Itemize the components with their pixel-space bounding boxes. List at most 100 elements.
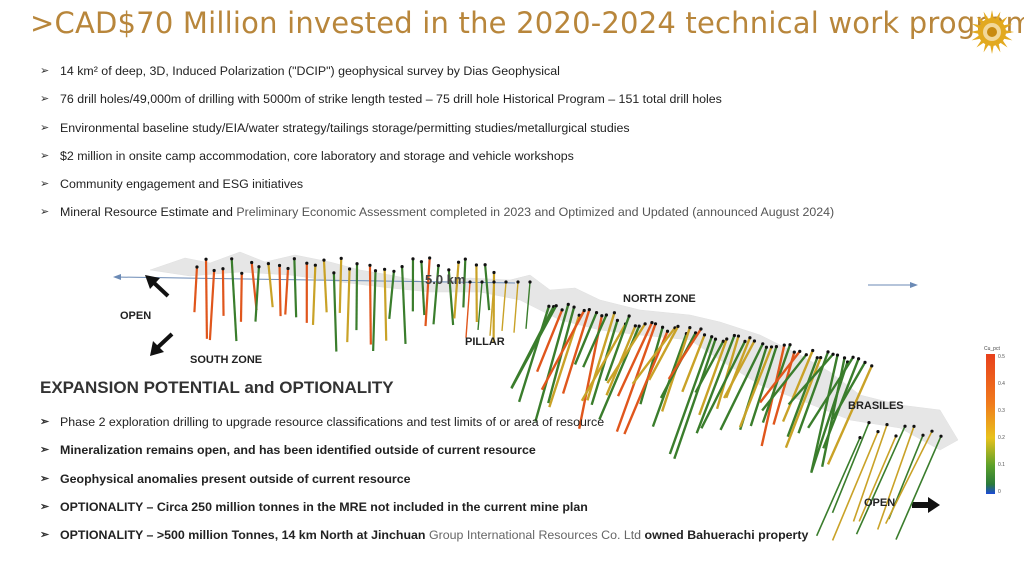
- drill-collar-point: [792, 350, 796, 354]
- drill-hole-trace: [831, 361, 867, 420]
- drill-hole-trace: [681, 334, 706, 393]
- drill-hole-trace: [876, 426, 915, 530]
- drill-collar-point: [492, 270, 496, 275]
- drill-collar-point: [732, 333, 736, 338]
- drill-hole-trace: [738, 346, 773, 428]
- drill-collar-point: [858, 436, 862, 440]
- bullet-item: ➢ 14 km² of deep, 3D, Induced Polarizatio…: [40, 62, 940, 90]
- expansion-bullet-text: Mineralization remains open, and has bee…: [60, 443, 536, 458]
- logo-ray: [971, 35, 981, 41]
- drill-collar-point: [769, 345, 774, 349]
- drill-hole-trace: [895, 435, 942, 540]
- drill-hole-trace: [810, 354, 839, 472]
- drill-section-illustration: [113, 251, 959, 541]
- drill-hole-trace: [383, 269, 388, 341]
- drill-hole-trace: [852, 424, 888, 522]
- drill-collar-point: [221, 267, 225, 271]
- open-northwest-arrow-icon: [145, 275, 170, 298]
- drill-hole-trace: [400, 266, 407, 345]
- drill-collar-point: [811, 348, 815, 353]
- drill-collar-point: [939, 434, 943, 438]
- logo-ray: [983, 43, 989, 53]
- drill-hole-trace: [332, 272, 338, 352]
- drill-hole-trace: [534, 304, 570, 422]
- drill-collar-point: [863, 360, 867, 364]
- drill-hole-trace: [484, 264, 491, 311]
- drill-collar-point: [903, 424, 907, 428]
- logo-ray: [983, 11, 989, 21]
- drill-collar-point: [483, 263, 487, 267]
- open-east-arrow-icon: [912, 497, 940, 513]
- bullet-item: ➢ $2 million in onsite camp accommodation…: [40, 147, 940, 175]
- drill-hole-trace: [700, 340, 747, 429]
- drill-collar-point: [653, 322, 658, 326]
- scale-bar-right-arrow-icon: [910, 282, 918, 288]
- drill-hole-trace: [388, 271, 396, 319]
- logo-ray: [990, 10, 994, 20]
- drill-hole-trace: [513, 281, 519, 333]
- drill-hole-trace: [759, 350, 801, 404]
- drill-collar-point: [305, 261, 309, 265]
- drill-hole-trace: [477, 281, 483, 331]
- drill-collar-point: [582, 308, 586, 313]
- drill-hole-trace: [372, 270, 377, 352]
- bullet-text: Environmental baseline study/EIA/water s…: [60, 120, 630, 135]
- logo-ray: [990, 44, 994, 54]
- drill-collar-point: [615, 318, 620, 322]
- drill-collar-point: [761, 342, 765, 346]
- arrow-bullet-icon: ➢: [40, 149, 50, 162]
- drill-collar-point: [480, 280, 484, 284]
- drill-collar-point: [851, 355, 855, 359]
- drill-hole-trace: [239, 273, 243, 322]
- open-label-right: OPEN: [864, 497, 896, 509]
- drill-collar-point: [516, 280, 520, 284]
- drill-hole-trace: [761, 344, 792, 423]
- drill-hole-trace: [267, 263, 274, 308]
- drill-hole-trace: [193, 266, 199, 313]
- legend-tick: 0.3: [998, 408, 1005, 414]
- drill-collar-point: [721, 339, 725, 343]
- logo-ray: [971, 23, 981, 29]
- arrow-bullet-icon: ➢: [40, 416, 50, 428]
- drill-hole-trace: [561, 309, 591, 394]
- logo-ray: [970, 30, 980, 34]
- drill-hole-trace: [787, 353, 834, 406]
- drill-hole-trace: [368, 265, 372, 345]
- drill-hole-trace: [338, 258, 343, 313]
- drill-collar-point: [230, 257, 234, 261]
- drill-collar-point: [463, 257, 467, 261]
- drill-hole-trace: [826, 365, 873, 465]
- drill-collar-point: [368, 263, 372, 267]
- expansion-bullet-text: OPTIONALITY – >500 million Tonnes, 14 km…: [60, 528, 429, 543]
- drill-hole-trace: [781, 350, 814, 423]
- drill-hole-trace: [355, 263, 359, 331]
- drill-hole-trace: [695, 335, 736, 434]
- logo-ray: [999, 39, 1008, 48]
- drill-collar-point: [826, 350, 830, 354]
- drill-hole-trace: [694, 340, 725, 394]
- drill-collar-point: [504, 280, 508, 284]
- drill-hole-trace: [715, 335, 740, 410]
- drill-collar-point: [894, 434, 898, 438]
- drill-collar-point: [313, 263, 317, 267]
- legend-title: Cu_pct: [984, 346, 1000, 352]
- drill-collar-point: [332, 271, 336, 275]
- drill-collar-point: [347, 267, 352, 271]
- drill-collar-point: [736, 334, 741, 338]
- drill-collar-point: [661, 325, 665, 329]
- drill-collar-point: [286, 266, 290, 271]
- drill-hole-trace: [719, 343, 764, 431]
- arrow-bullet-icon: ➢: [40, 65, 50, 77]
- arrow-bullet-icon: ➢: [40, 121, 50, 134]
- drill-collar-point: [876, 430, 880, 434]
- drill-collar-point: [587, 308, 591, 312]
- drill-hole-trace: [424, 257, 431, 327]
- drill-hole-trace: [204, 259, 209, 339]
- drill-hole-trace: [311, 265, 317, 326]
- drill-hole-trace: [230, 258, 238, 342]
- drill-hole-trace: [346, 268, 351, 343]
- bullet-item: ➢ Mineral Resource Estimate and Prelimina…: [40, 203, 940, 231]
- logo-ray: [976, 39, 985, 48]
- pillar-label: PILLAR: [465, 336, 505, 348]
- drill-collar-point: [665, 329, 670, 333]
